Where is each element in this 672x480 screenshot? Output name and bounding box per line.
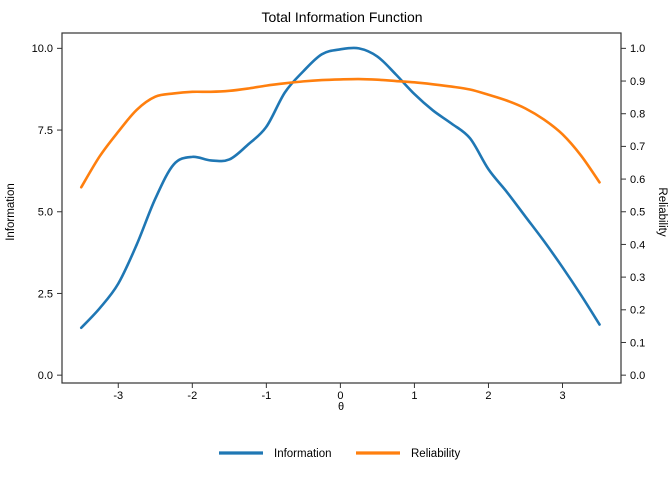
- x-tick-label: -1: [261, 390, 271, 402]
- y-right-tick-label: 0.7: [630, 141, 645, 153]
- y-right-tick-label: 0.2: [630, 305, 645, 317]
- legend-reliability-label: Reliability: [411, 448, 460, 460]
- chart-title: Total Information Function: [261, 9, 422, 25]
- legend-information-label: Information: [274, 448, 332, 460]
- y-left-tick-label: 7.5: [38, 125, 53, 137]
- y-right-tick-label: 0.9: [630, 76, 645, 88]
- y-right-tick-label: 0.8: [630, 109, 645, 121]
- reliability-line: [79, 77, 601, 189]
- y-right-tick-label: 1.0: [630, 43, 645, 55]
- y-left-tick-label: 10.0: [32, 43, 53, 55]
- y-left-tick-label: 5.0: [38, 207, 53, 219]
- y-right-axis-label: Reliability: [656, 187, 668, 236]
- x-tick-label: 2: [485, 390, 491, 402]
- y-left-axis-label: Information: [5, 183, 17, 241]
- y-right-tick-label: 0.4: [630, 239, 645, 251]
- y-right-tick-label: 0.5: [630, 207, 645, 219]
- x-axis-label: θ: [338, 401, 344, 413]
- y-right-tick-label: 0.1: [630, 337, 645, 349]
- series-lines: [79, 46, 601, 330]
- y-right-tick-label: 0.6: [630, 174, 645, 186]
- y-right-tick-label: 0.0: [630, 370, 645, 382]
- y-right-tick-label: 0.3: [630, 272, 645, 284]
- x-tick-label: 3: [559, 390, 565, 402]
- axis-tick-labels: -3 -2 -1 0 1 2 3 0.0 2.5 5.0 7.5 10.0 0.0 0.1 0.2 0.3 0.…: [32, 43, 646, 402]
- y-left-tick-label: 0.0: [38, 370, 53, 382]
- plot-border: [61, 32, 622, 384]
- x-tick-label: -3: [113, 390, 123, 402]
- y-left-tick-label: 2.5: [38, 288, 53, 300]
- x-tick-label: 0: [337, 390, 343, 402]
- axis-tick-marks: [57, 47, 626, 388]
- information-line: [79, 46, 601, 330]
- x-tick-label: -2: [187, 390, 197, 402]
- x-tick-label: 1: [411, 390, 417, 402]
- legend: Information Reliability: [219, 448, 460, 460]
